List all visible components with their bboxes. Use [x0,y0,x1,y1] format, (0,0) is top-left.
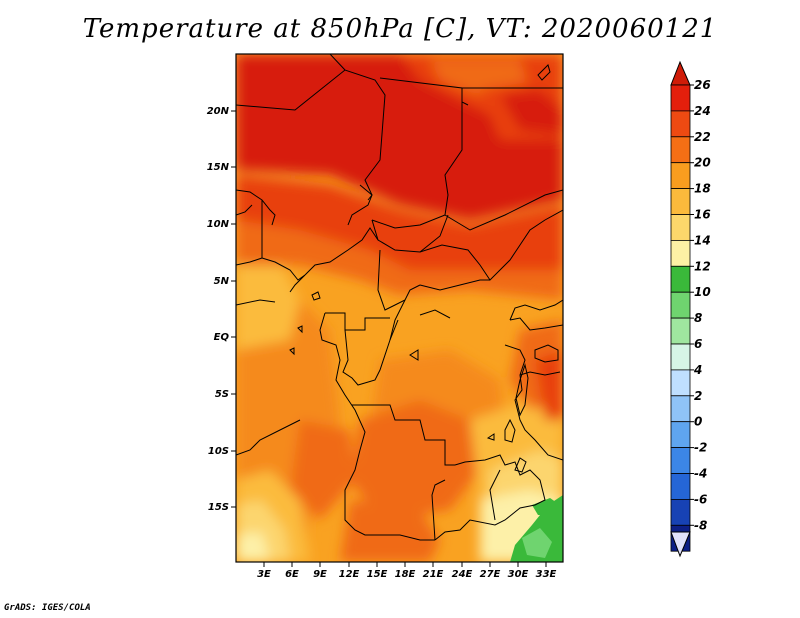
lon-tick: 21E [423,562,444,580]
map-frame [235,53,564,563]
colorbar-cell [670,136,691,164]
colorbar-label: 24 [694,104,711,118]
colorbar-cell [670,110,691,138]
lon-tick: 15E [367,562,388,580]
colorbar-cell [670,214,691,241]
lon-tick-label: 21E [423,569,444,580]
lat-tick-label: 15N [207,162,230,173]
map-title: Temperature at 850hPa [C], VT: 202006012… [82,14,718,44]
lon-tick-label: 24E [452,569,473,580]
colorbar-cell [670,239,691,267]
colorbar-label: 8 [694,311,702,325]
lon-tick: 24E [452,562,473,580]
colorbar-cell [670,421,691,449]
colorbar-cell [670,369,691,397]
colorbar-cell [670,291,691,319]
colorbar-label: 26 [694,78,711,92]
lon-tick: 12E [339,562,360,580]
lon-tick: 27E [480,562,501,580]
lon-tick-label: 15E [367,569,388,580]
lat-tick-label: 15S [208,502,229,513]
lat-tick-label: 10N [207,219,230,230]
lon-tick-label: 18E [395,569,416,580]
colorbar-label: 4 [693,363,702,377]
lon-tick-label: 12E [339,569,360,580]
colorbar-label: -6 [694,492,707,506]
lat-tick-label: 20N [207,106,230,117]
lat-tick: 5N [214,276,236,287]
colorbar-label: -4 [694,467,707,481]
colorbar-label: 20 [694,156,711,170]
colorbar-cell [670,162,691,189]
latitude-axis: 20N 15N 10N 5N EQ 5S 10S 15S [207,106,236,513]
lon-tick-label: 6E [285,569,299,580]
lon-tick: 30E [508,562,529,580]
lat-tick: 15N [207,162,236,173]
colorbar-cell [670,317,691,345]
colorbar-cell [670,84,691,112]
colorbar-label: 12 [694,259,711,273]
lat-tick-label: 5N [214,276,230,287]
lon-tick-label: 30E [508,569,529,580]
colorbar-cells [670,84,691,552]
colorbar-cell [670,188,691,215]
colorbar-label: 22 [694,130,711,144]
lat-tick-label: 10S [208,446,229,457]
lon-tick-label: 27E [480,569,501,580]
colorbar-label: 10 [694,285,711,299]
colorbar-label: 18 [694,182,711,196]
lat-tick: 10N [207,219,236,230]
lat-tick-label: 5S [215,389,229,400]
lon-tick: 6E [285,562,299,580]
lat-tick: 20N [207,106,236,117]
colorbar-label: 6 [694,337,702,351]
lon-tick: 9E [313,562,327,580]
lon-tick: 3E [257,562,271,580]
colorbar-cell [670,447,691,474]
temperature-field [236,54,563,562]
colorbar-top-arrow [670,60,691,86]
lat-tick: EQ [214,332,236,343]
credit-text: GrADS: IGES/COLA [4,603,91,613]
colorbar-label: 0 [694,415,702,429]
colorbar-cell [670,395,691,423]
lat-tick: 15S [208,502,236,513]
borders [236,54,563,541]
colorbar-label: -2 [694,441,707,455]
lon-tick-label: 9E [313,569,327,580]
longitude-axis: 3E 6E 9E 12E 15E 18E 21E 24E 27E 30E 33E [257,562,557,580]
lon-tick-label: 3E [257,569,271,580]
lat-tick-label: EQ [214,332,230,343]
lon-tick: 33E [536,562,557,580]
colorbar-cell [670,498,691,526]
lon-tick: 18E [395,562,416,580]
colorbar-cell [670,265,691,293]
lon-tick-label: 33E [536,569,557,580]
colorbar-bottom-arrow [670,531,691,558]
colorbar-label: 14 [694,233,711,247]
colorbar-label: -8 [694,518,707,532]
colorbar-cell [670,473,691,500]
colorbar-label: 2 [694,389,702,403]
lat-tick: 10S [208,446,236,457]
colorbar-label: 16 [694,208,711,222]
colorbar-cell [670,343,691,371]
lat-tick: 5S [215,389,236,400]
